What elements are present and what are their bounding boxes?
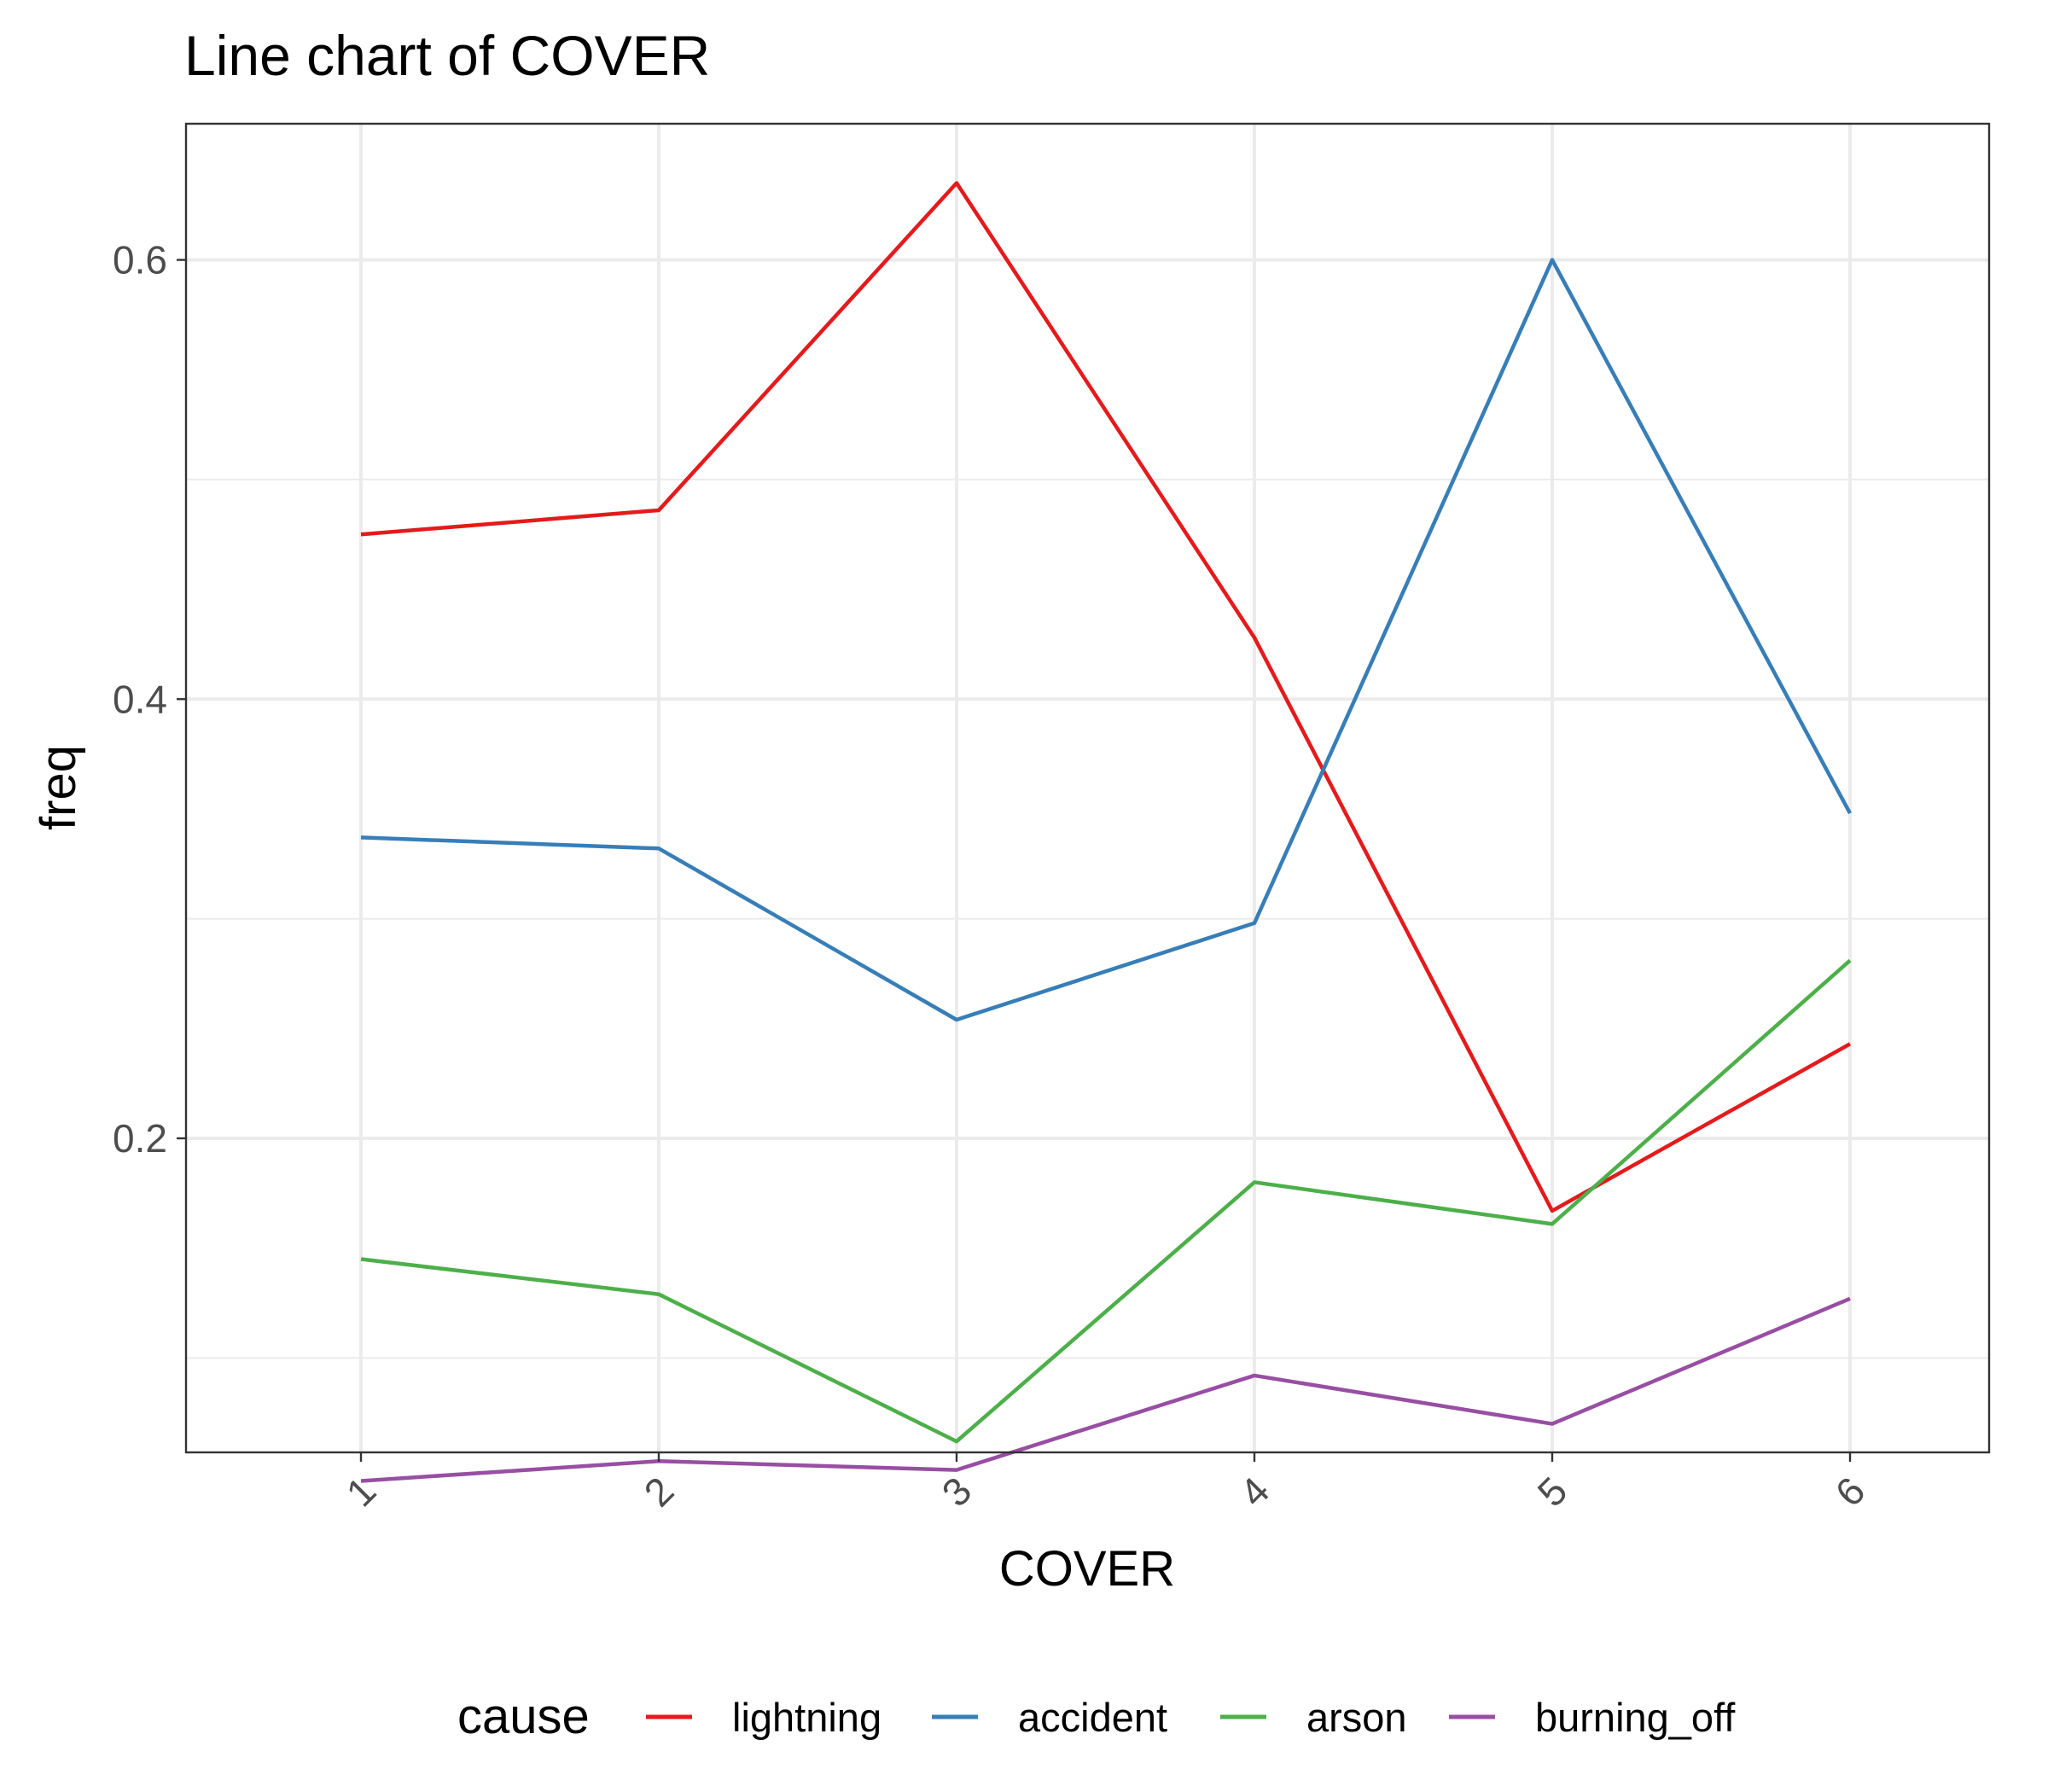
legend-label-burning-off: burning_off: [1535, 1695, 1736, 1740]
gridlines: [186, 124, 1989, 1452]
series-lines: [360, 181, 1852, 1483]
y-tick-label-0: 0.2: [113, 1116, 167, 1161]
plot-panel-border: [184, 122, 1991, 1454]
legend-label-accident: accident: [1018, 1695, 1167, 1740]
chart-title: Line chart of COVER: [184, 24, 710, 87]
series-line-burning-off: [360, 1296, 1851, 1483]
y-tick-label-1: 0.4: [113, 677, 167, 721]
series-line-accident: [360, 258, 1852, 1022]
series-line-arson: [360, 958, 1852, 1444]
legend: cause lightning accident arson burning_off: [457, 1689, 1736, 1744]
series-line-lightning: [360, 181, 1852, 1213]
legend-label-lightning: lightning: [732, 1695, 881, 1740]
legend-label-arson: arson: [1306, 1695, 1407, 1740]
y-tick-label-2: 0.6: [113, 238, 167, 282]
legend-title: cause: [457, 1689, 590, 1744]
x-axis-title: COVER: [999, 1541, 1175, 1597]
y-axis-title: freq: [31, 745, 86, 830]
